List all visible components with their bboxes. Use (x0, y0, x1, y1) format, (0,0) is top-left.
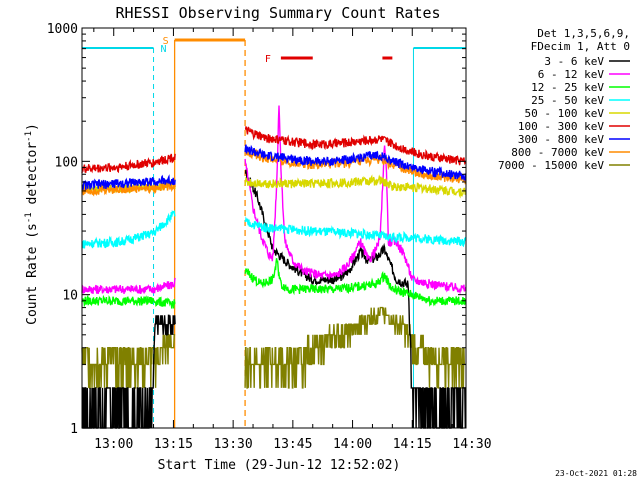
y-axis-label: Count Rate (s-1 detector-1) (24, 123, 40, 325)
legend-label: 800 - 7000 keV (511, 146, 604, 159)
y-axis-label-sup2: -1 (24, 131, 34, 142)
legend-label: 3 - 6 keV (544, 55, 604, 68)
y-tick-label: 1000 (47, 22, 78, 37)
x-tick-label: 14:15 (393, 437, 432, 452)
y-tick-label: 100 (55, 155, 78, 170)
x-axis-label: Start Time (29-Jun-12 12:52:02) (158, 458, 401, 473)
series-line-6-seg-2 (244, 126, 467, 166)
flag-label-n: N (161, 44, 167, 55)
series-line-4-seg-1 (81, 209, 176, 249)
series-line-4-seg-2 (244, 216, 467, 248)
series-line-3-seg-1 (81, 294, 176, 309)
timestamp: 23-Oct-2021 01:28 (555, 469, 637, 478)
flag-label-f: F (265, 54, 271, 65)
x-tick-label: 14:30 (452, 437, 491, 452)
legend-label: 50 - 100 keV (525, 107, 605, 120)
y-axis-label-mid: detector (25, 142, 40, 213)
y-axis-label-end: ) (25, 123, 40, 131)
legend-header-line: FDecim 1, Att 0 (531, 40, 630, 53)
legend-label: 300 - 800 keV (518, 133, 604, 146)
legend-header-line: Det 1,3,5,6,9, (537, 27, 630, 40)
legend-label: 100 - 300 keV (518, 120, 604, 133)
legend-label: 12 - 25 keV (531, 81, 604, 94)
x-axis: 13:00 13:15 13:30 13:45 14:00 14:15 14:30 (93, 28, 492, 452)
series-line-8-seg-1 (81, 181, 176, 197)
series-line-9-seg-2 (244, 306, 466, 389)
series-line-7-seg-2 (244, 144, 467, 181)
legend-label: 6 - 12 keV (538, 68, 605, 81)
flag-label-s: S (163, 36, 169, 47)
series-layer (81, 105, 467, 429)
x-tick-label: 13:45 (273, 437, 312, 452)
x-tick-label: 13:30 (214, 437, 253, 452)
series-line-6-seg-1 (81, 153, 176, 174)
chart-title: RHESSI Observing Summary Count Rates (115, 4, 440, 22)
y-axis-label-sup1: -1 (24, 212, 34, 223)
plot-frame (81, 27, 467, 429)
x-tick-label: 13:00 (94, 437, 133, 452)
legend: Det 1,3,5,6,9,FDecim 1, Att 0 3 - 6 keV6 … (498, 27, 630, 172)
y-axis-label-main: Count Rate (s (25, 223, 40, 325)
series-line-2-seg-1 (81, 277, 176, 295)
legend-label: 7000 - 15000 keV (498, 159, 604, 172)
series-line-5-seg-2 (244, 174, 467, 199)
y-tick-label: 1 (70, 422, 78, 437)
series-line-3-seg-2 (244, 258, 467, 307)
x-tick-label: 14:00 (333, 437, 372, 452)
legend-label: 25 - 50 keV (531, 94, 604, 107)
flag-labels: NS F (161, 36, 271, 65)
series-line-9-seg-1 (81, 334, 176, 389)
x-tick-label: 13:15 (154, 437, 193, 452)
y-tick-label: 10 (62, 289, 78, 304)
series-line-7-seg-1 (81, 174, 176, 190)
y-axis: 1 10 100 1000 (47, 22, 466, 437)
